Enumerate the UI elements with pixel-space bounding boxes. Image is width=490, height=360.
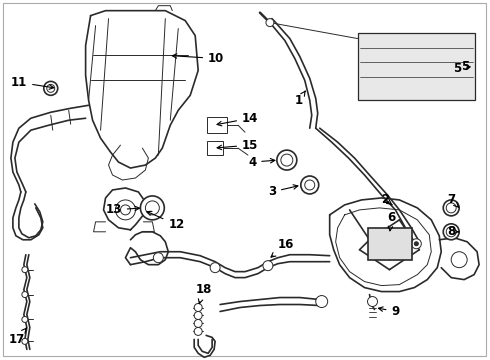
Circle shape xyxy=(412,239,421,249)
Text: 16: 16 xyxy=(271,238,294,257)
Circle shape xyxy=(194,303,202,311)
Text: 13: 13 xyxy=(105,203,139,216)
Text: 2: 2 xyxy=(382,193,392,206)
Bar xyxy=(358,32,475,100)
Circle shape xyxy=(263,261,273,271)
Circle shape xyxy=(451,252,467,268)
Circle shape xyxy=(305,180,315,190)
Circle shape xyxy=(194,319,202,328)
Circle shape xyxy=(194,311,202,319)
Circle shape xyxy=(443,200,459,216)
Text: 8: 8 xyxy=(447,225,459,238)
Circle shape xyxy=(316,296,328,307)
Bar xyxy=(368,228,413,260)
Circle shape xyxy=(153,253,163,263)
Text: 17: 17 xyxy=(9,328,26,346)
Circle shape xyxy=(141,196,164,220)
Circle shape xyxy=(446,227,456,237)
Text: 15: 15 xyxy=(217,139,258,152)
FancyBboxPatch shape xyxy=(207,141,223,155)
Text: 14: 14 xyxy=(217,112,258,126)
Circle shape xyxy=(22,338,28,345)
Circle shape xyxy=(47,84,55,92)
Circle shape xyxy=(210,263,220,273)
Text: 1: 1 xyxy=(295,91,305,107)
Circle shape xyxy=(368,297,377,306)
Text: 7: 7 xyxy=(447,193,459,207)
Text: 9: 9 xyxy=(378,305,400,318)
Circle shape xyxy=(44,81,58,95)
Circle shape xyxy=(443,224,459,240)
Circle shape xyxy=(194,328,202,336)
Text: 4: 4 xyxy=(248,156,275,168)
Text: 18: 18 xyxy=(195,283,212,303)
Circle shape xyxy=(22,292,28,298)
Text: 3: 3 xyxy=(268,185,298,198)
Text: 10: 10 xyxy=(172,52,224,65)
Text: 12: 12 xyxy=(147,211,185,231)
Circle shape xyxy=(277,150,297,170)
Circle shape xyxy=(146,201,159,215)
Circle shape xyxy=(266,19,274,27)
Text: 5: 5 xyxy=(453,62,470,75)
Circle shape xyxy=(116,200,135,220)
FancyBboxPatch shape xyxy=(207,117,227,133)
Text: 6: 6 xyxy=(388,211,396,231)
Circle shape xyxy=(121,205,130,215)
Circle shape xyxy=(22,267,28,273)
Circle shape xyxy=(415,242,418,246)
Text: 5: 5 xyxy=(461,60,469,73)
Circle shape xyxy=(446,203,456,213)
Circle shape xyxy=(22,316,28,323)
Circle shape xyxy=(301,176,318,194)
Text: 11: 11 xyxy=(11,76,54,89)
Circle shape xyxy=(281,154,293,166)
